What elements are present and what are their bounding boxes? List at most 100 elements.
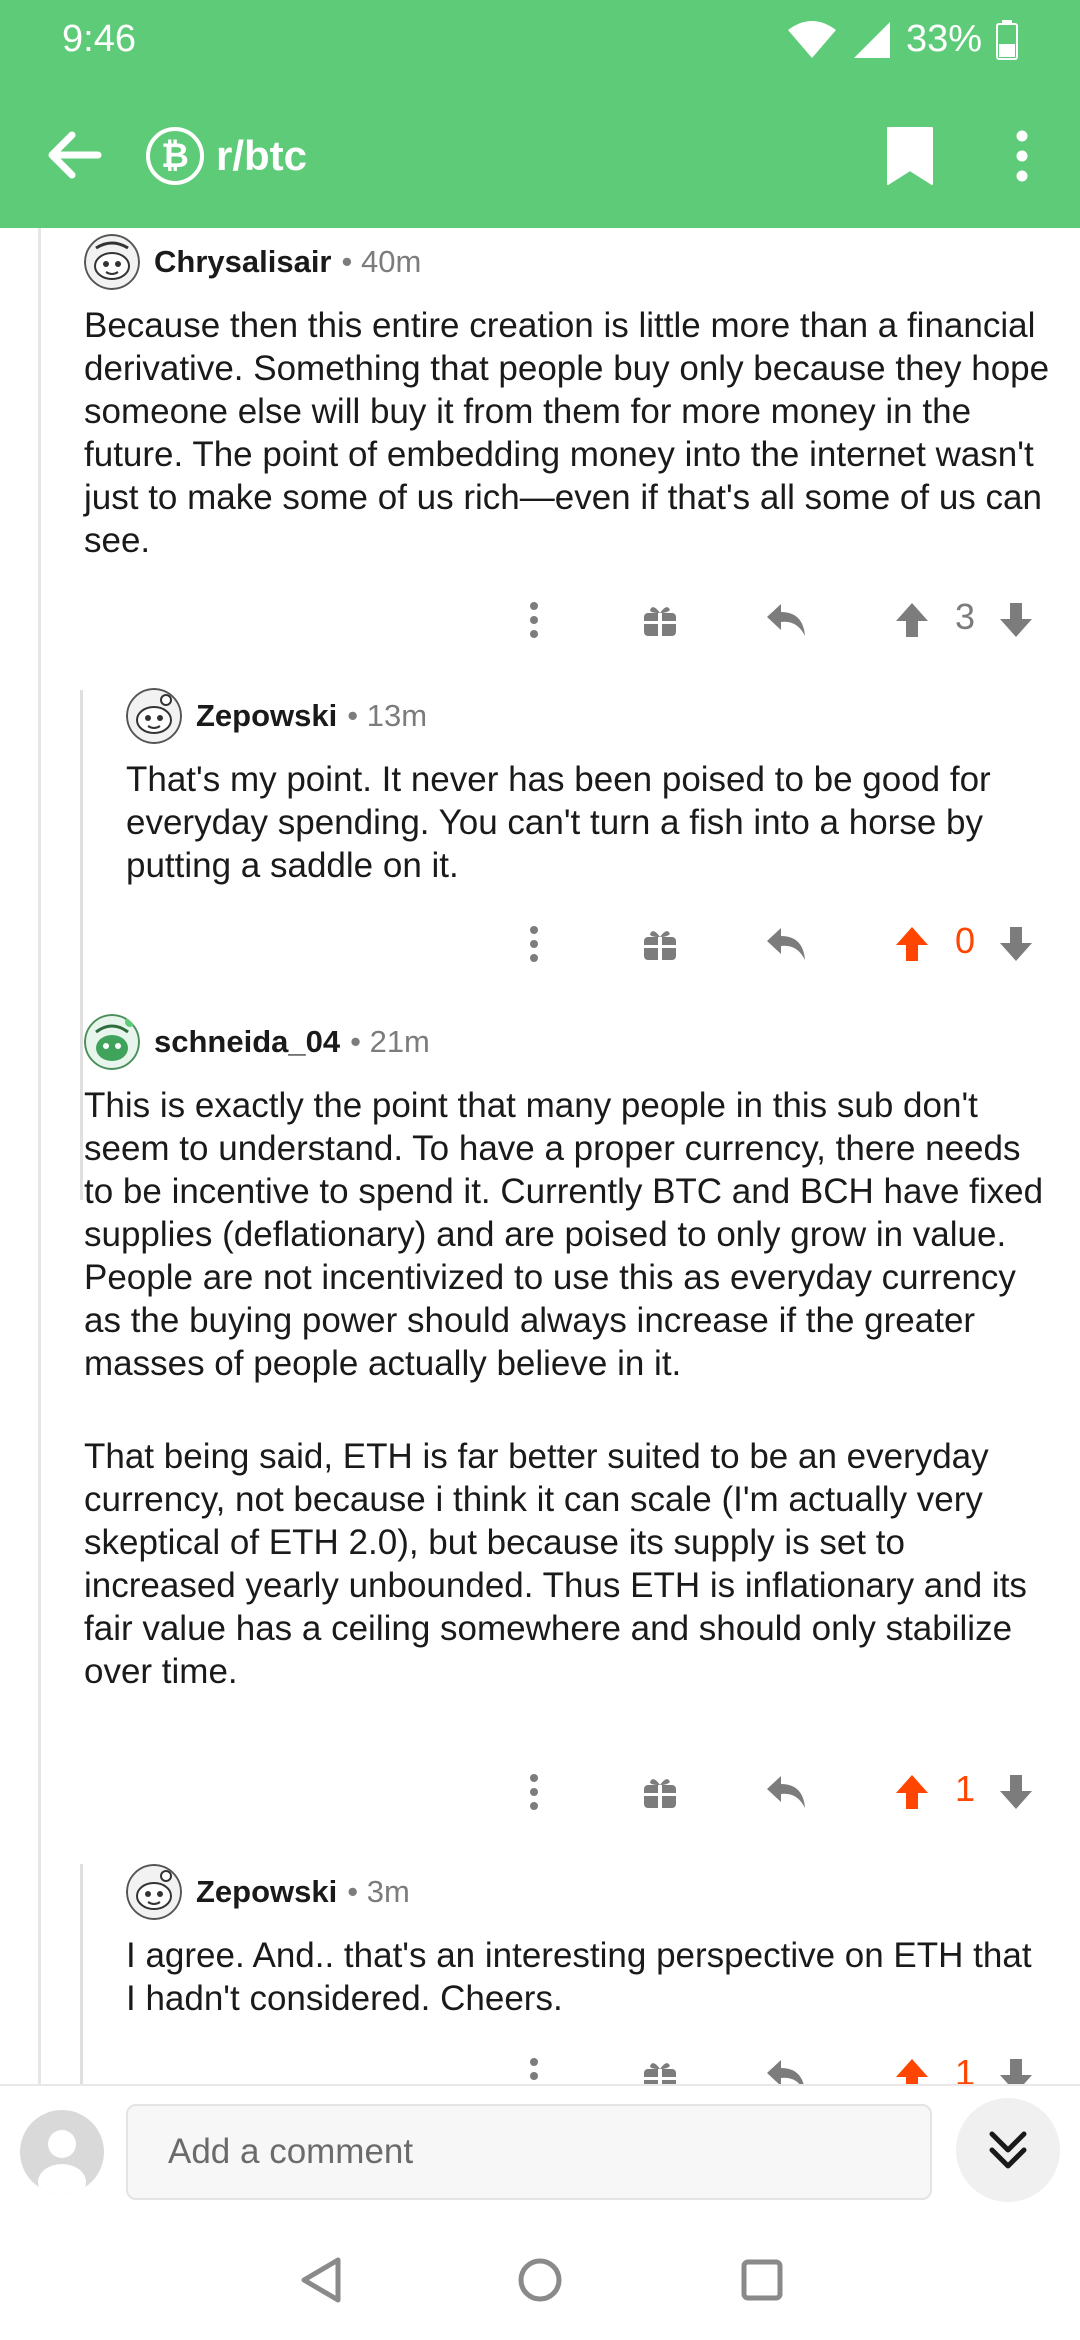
comment-more-button[interactable] (504, 2046, 564, 2084)
comment-input[interactable] (126, 2104, 932, 2200)
comment-thread[interactable]: Chrysalisair • 40m Because then this ent… (0, 228, 1080, 2084)
more-vertical-icon (530, 2058, 538, 2080)
downvote-button[interactable] (986, 2046, 1046, 2084)
comment: Zepowski • 13m That's my point. It never… (126, 688, 1046, 887)
comment-age: • 13m (347, 698, 428, 733)
downvote-button[interactable] (986, 914, 1046, 974)
comment: Zepowski • 3m I agree. And.. that's an i… (126, 1864, 1046, 2020)
reply-button[interactable] (756, 2046, 816, 2084)
nest-line (80, 1864, 83, 2084)
reply-button[interactable] (756, 914, 816, 974)
username[interactable]: Chrysalisair (154, 244, 332, 279)
arrow-up-icon (896, 603, 928, 637)
upvote-button[interactable] (882, 1762, 942, 1822)
battery-icon (996, 19, 1018, 60)
comment-age-text: 40m (360, 244, 422, 279)
more-vertical-icon (530, 1774, 538, 1810)
arrow-up-icon (896, 927, 928, 961)
cell-signal-icon (853, 21, 890, 58)
comment-actions: 1 (0, 1762, 1080, 1822)
subreddit-link[interactable]: ₿ r/btc (146, 124, 307, 188)
username[interactable]: Zepowski (196, 1874, 338, 1909)
comment-paragraph: That's my point. It never has been poise… (126, 760, 991, 885)
comment-more-button[interactable] (504, 1762, 564, 1822)
arrow-left-icon (48, 131, 102, 179)
app-header: 9:46 33% ₿ r/btc (0, 0, 1080, 228)
thread-line (38, 228, 41, 2084)
triangle-back-icon (301, 2257, 341, 2303)
nav-recents-button[interactable] (732, 2250, 792, 2310)
avatar[interactable] (126, 1864, 182, 1920)
overflow-menu-button[interactable] (1000, 124, 1044, 188)
status-bar: 9:46 33% (0, 0, 1080, 80)
nav-home-button[interactable] (510, 2250, 570, 2310)
reply-icon (767, 1776, 805, 1808)
collapse-comments-button[interactable] (956, 2098, 1060, 2202)
arrow-down-icon (1000, 1775, 1032, 1809)
avatar[interactable] (84, 234, 140, 290)
save-post-button[interactable] (880, 124, 940, 188)
gift-icon (644, 607, 676, 636)
vote-score: 1 (954, 1768, 976, 1809)
gift-icon (644, 2063, 676, 2084)
comment-header: Chrysalisair • 40m (84, 234, 1054, 290)
more-vertical-icon (530, 926, 538, 962)
reply-icon (767, 2060, 804, 2084)
arrow-up-icon (896, 2059, 928, 2084)
nav-back-button[interactable] (290, 2250, 350, 2310)
comment-actions: 0 (0, 914, 1080, 974)
double-chevron-down-icon (989, 2131, 1027, 2169)
comment-composer (0, 2084, 1080, 2220)
upvote-button[interactable] (882, 590, 942, 650)
nest-line (80, 690, 83, 1200)
downvote-button[interactable] (986, 1762, 1046, 1822)
comment: schneida_04 • 21m This is exactly the po… (84, 1014, 1054, 1693)
upvote-button[interactable] (882, 2046, 942, 2084)
avatar[interactable] (84, 1014, 140, 1070)
status-indicators: 33% (786, 18, 1018, 61)
award-button[interactable] (630, 2046, 690, 2084)
comment-paragraph: I agree. And.. that's an interesting per… (126, 1936, 1032, 2018)
comment-age: • 3m (347, 1874, 410, 1909)
battery-percent: 33% (905, 18, 982, 60)
reply-button[interactable] (756, 590, 816, 650)
comment-body: That's my point. It never has been poise… (126, 758, 1046, 887)
arrow-down-icon (1000, 603, 1032, 637)
username[interactable]: schneida_04 (154, 1024, 341, 1059)
comment-paragraph: This is exactly the point that many peop… (84, 1086, 1044, 1383)
award-button[interactable] (630, 914, 690, 974)
bitcoin-icon: ₿ (146, 127, 204, 185)
avatar[interactable] (126, 688, 182, 744)
app-bar: ₿ r/btc (0, 100, 1080, 210)
reply-button[interactable] (756, 1762, 816, 1822)
comment-paragraph: That being said, ETH is far better suite… (84, 1437, 1027, 1691)
award-button[interactable] (630, 590, 690, 650)
award-button[interactable] (630, 1762, 690, 1822)
gift-icon (644, 931, 676, 960)
arrow-down-icon (1000, 2059, 1032, 2084)
current-user-avatar[interactable] (20, 2110, 104, 2194)
arrow-down-icon (1000, 927, 1032, 961)
square-recents-icon (741, 2259, 783, 2301)
username[interactable]: Zepowski (196, 698, 338, 733)
comment-header: Zepowski • 13m (126, 688, 1046, 744)
downvote-button[interactable] (986, 590, 1046, 650)
arrow-up-icon (896, 1775, 928, 1809)
reply-icon (767, 604, 805, 636)
comment-actions: 3 (0, 590, 1080, 650)
vote-score: 3 (954, 596, 976, 637)
comment-body: This is exactly the point that many peop… (84, 1084, 1054, 1693)
comment-more-button[interactable] (504, 590, 564, 650)
upvote-button[interactable] (882, 914, 942, 974)
user-icon (38, 2130, 86, 2194)
comment-age: • 21m (350, 1024, 430, 1059)
vote-score: 1 (954, 2052, 976, 2084)
comment-age-text: 21m (369, 1024, 430, 1059)
circle-home-icon (518, 2258, 562, 2302)
more-vertical-icon (530, 602, 538, 638)
comment: Chrysalisair • 40m Because then this ent… (84, 234, 1054, 562)
wifi-icon (787, 20, 836, 58)
gift-icon (644, 1779, 676, 1808)
comment-more-button[interactable] (504, 914, 564, 974)
back-button[interactable] (40, 120, 110, 190)
